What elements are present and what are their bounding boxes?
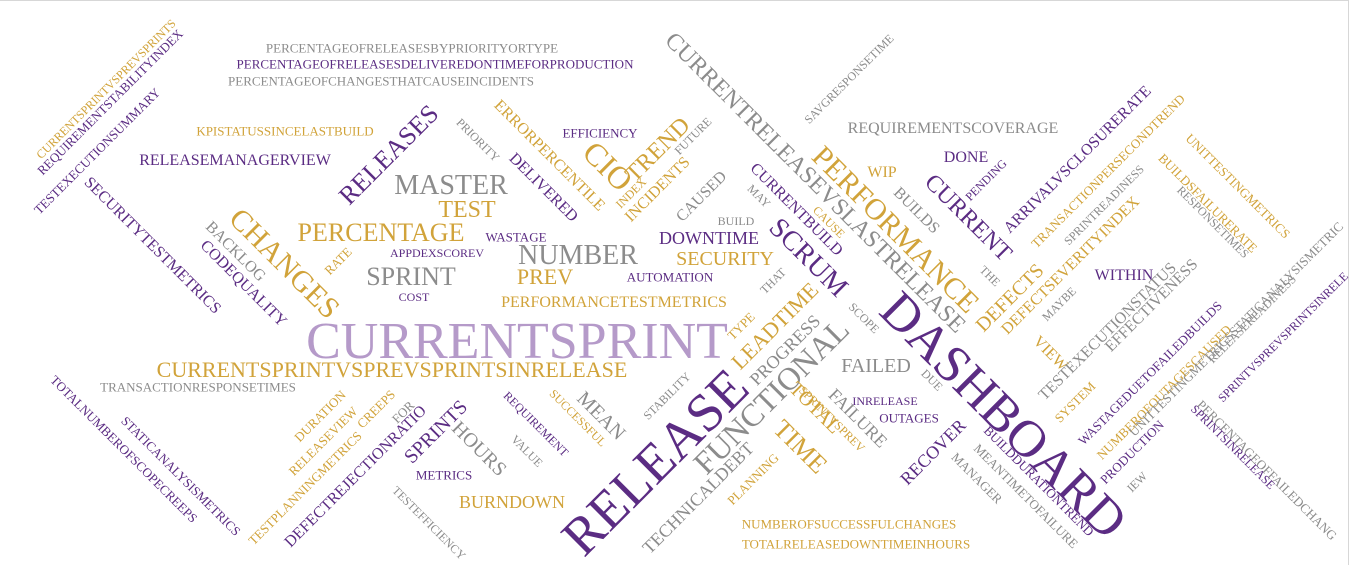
word-within: WITHIN bbox=[1094, 267, 1154, 284]
word-requirementscoverage: REQUIREMENTSCOVERAGE bbox=[847, 120, 1059, 137]
word-testefficiency: TESTEFFICIENCY bbox=[389, 483, 469, 563]
word-failed: FAILED bbox=[841, 355, 911, 377]
word-staticanalysismetrics: STATICANALYSISMETRICS bbox=[118, 413, 244, 539]
word-burndown: BURNDOWN bbox=[459, 492, 565, 512]
word-percentageofchangesthatcauseincidents: PERCENTAGEOFCHANGESTHATCAUSEINCIDENTS bbox=[228, 73, 534, 89]
word-iew: IEW bbox=[1124, 469, 1150, 495]
word-kpistatussincelastbuild: KPISTATUSSINCELASTBUILD bbox=[196, 123, 374, 139]
word-performancetestmetrics: PERFORMANCETESTMETRICS bbox=[501, 294, 727, 311]
word-master: MASTER bbox=[394, 170, 508, 201]
word-percentageofreleasesdeliveredontimeforproduction: PERCENTAGEOFRELEASESDELIVEREDONTIMEFORPR… bbox=[236, 56, 634, 72]
word-wip: WIP bbox=[867, 164, 897, 181]
word-done: DONE bbox=[943, 149, 989, 166]
word-numberofsuccessfulchanges: NUMBEROFSUCCESSFULCHANGES bbox=[741, 516, 957, 532]
word-transactionresponsetimes: TRANSACTIONRESPONSETIMES bbox=[100, 379, 296, 395]
word-test: TEST bbox=[438, 197, 496, 223]
word-prev: PREV bbox=[516, 264, 574, 289]
word-efficiency: EFFICIENCY bbox=[562, 125, 638, 141]
word-wastage: WASTAGE bbox=[485, 229, 547, 245]
top-border bbox=[0, 0, 1349, 1]
word-percentageofreleasesbypriorityortype: PERCENTAGEOFRELEASESBYPRIORITYORTYPE bbox=[265, 40, 559, 56]
word-totalnumberofscopecreeps: TOTALNUMBEROFSCOPECREEPS bbox=[47, 372, 201, 526]
word-security: SECURITY bbox=[676, 248, 774, 270]
word-rate: RATE bbox=[321, 244, 355, 278]
word-metrics: METRICS bbox=[415, 467, 473, 483]
word-currentsprint: CURRENTSPRINT bbox=[306, 313, 728, 370]
word-savgresponsetime: SAVGRESPONSETIME bbox=[801, 31, 897, 127]
word-number: NUMBER bbox=[518, 240, 638, 271]
word-creeps: CREEPS bbox=[353, 386, 399, 432]
word-downtime: DOWNTIME bbox=[659, 228, 759, 248]
word-percentage: PERCENTAGE bbox=[297, 218, 465, 247]
word-sprintsinrelease: SPRINTSINRELEASE bbox=[1187, 401, 1279, 493]
word-percentageoffailedchang: PERCENTAGEOFFAILEDCHANG bbox=[1193, 396, 1341, 544]
word-currentsprintvsprevsprintsinrelease: CURRENTSPRINTVSPREVSPRINTSINRELEASE bbox=[156, 357, 628, 382]
word-appdexscorev: APPDEXSCOREV bbox=[389, 246, 485, 260]
word-the: THE bbox=[976, 262, 1004, 290]
word-releasemanagerview: RELEASEMANAGERVIEW bbox=[139, 152, 331, 169]
word-build: BUILD bbox=[717, 214, 755, 228]
word-that: THAT bbox=[757, 265, 789, 297]
word-totalreleasedowntimeinhours: TOTALRELEASEDOWNTIMEINHOURS bbox=[741, 536, 971, 552]
word-priority: PRIORITY bbox=[453, 115, 503, 165]
word-automation: AUTOMATION bbox=[626, 269, 714, 285]
word-sprint: SPRINT bbox=[366, 262, 456, 291]
word-outages: OUTAGES bbox=[879, 410, 939, 426]
word-releasereadiness: RELEASEREADINESS bbox=[1205, 272, 1299, 366]
word-inrelease: INRELEASE bbox=[852, 394, 918, 408]
word-cost: COST bbox=[398, 290, 430, 304]
